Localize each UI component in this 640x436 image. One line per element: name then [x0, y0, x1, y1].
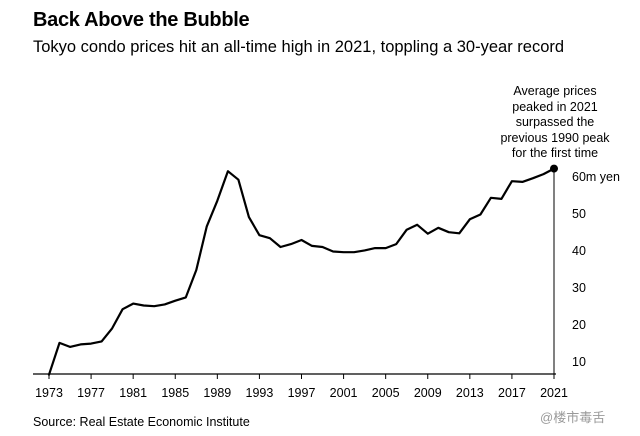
- x-tick-label-1981: 1981: [119, 386, 147, 400]
- x-tick-label-1989: 1989: [203, 386, 231, 400]
- y-tick-label-60: 60m yen: [572, 170, 620, 184]
- chart-title: Back Above the Bubble: [33, 9, 250, 31]
- x-tick-label-2005: 2005: [372, 386, 400, 400]
- x-tick-label-2017: 2017: [498, 386, 526, 400]
- y-tick-label-50: 50: [572, 207, 586, 221]
- plot-area: 1973 1977 1981 1985 1989 1993 1997 2001 2005 2009…: [33, 164, 620, 400]
- chart-subtitle: Tokyo condo prices hit an all-time high …: [33, 38, 565, 56]
- price-line: [47, 167, 556, 376]
- y-tick-label-10: 10: [572, 355, 586, 369]
- source-note: Source: Real Estate Economic Institute: [33, 415, 250, 429]
- watermark: @楼市毒舌: [540, 410, 606, 425]
- y-tick-label-40: 40: [572, 244, 586, 258]
- x-tick-label-1985: 1985: [161, 386, 189, 400]
- x-tick-label-1977: 1977: [77, 386, 105, 400]
- x-tick-label-1973: 1973: [35, 386, 63, 400]
- y-tick-label-20: 20: [572, 318, 586, 332]
- x-tick-label-1997: 1997: [288, 386, 316, 400]
- x-tick-label-2009: 2009: [414, 386, 442, 400]
- peak-annotation: Average prices peaked in 2021 surpassed …: [500, 84, 610, 160]
- x-tick-label-1993: 1993: [246, 386, 274, 400]
- x-tick-label-2021: 2021: [540, 386, 568, 400]
- x-tick-label-2013: 2013: [456, 386, 484, 400]
- x-tick-label-2001: 2001: [330, 386, 358, 400]
- y-tick-label-30: 30: [572, 281, 586, 295]
- peak-marker: [550, 164, 558, 173]
